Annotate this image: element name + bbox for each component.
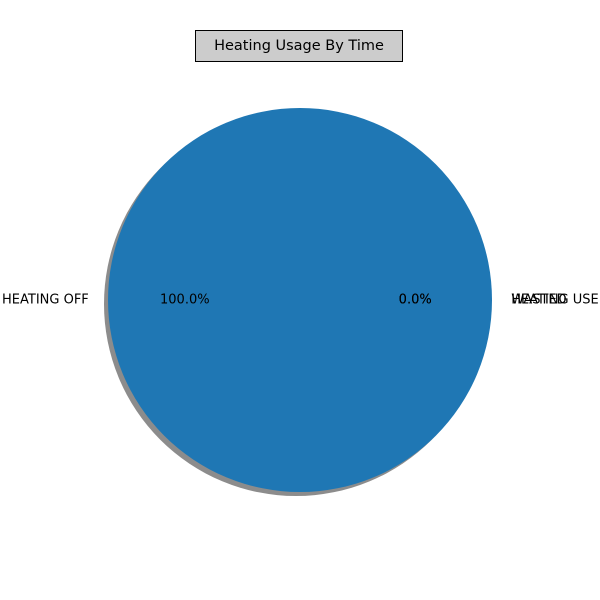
chart-title: Heating Usage By Time	[195, 30, 403, 62]
pct-label-heating-off: 100.0%	[160, 293, 210, 308]
pie-slice-heating-off	[108, 108, 492, 492]
slice-label-heating-off: HEATING OFF	[2, 293, 89, 308]
pct-label-wasted: 0.0%	[399, 293, 432, 308]
pie-slice-layer	[108, 108, 492, 492]
slice-label-heating-used: HEATING USED	[511, 293, 600, 308]
pct-label-heating-used: 0.0%	[399, 293, 432, 308]
slice-label-wasted: WASTED	[511, 293, 566, 308]
